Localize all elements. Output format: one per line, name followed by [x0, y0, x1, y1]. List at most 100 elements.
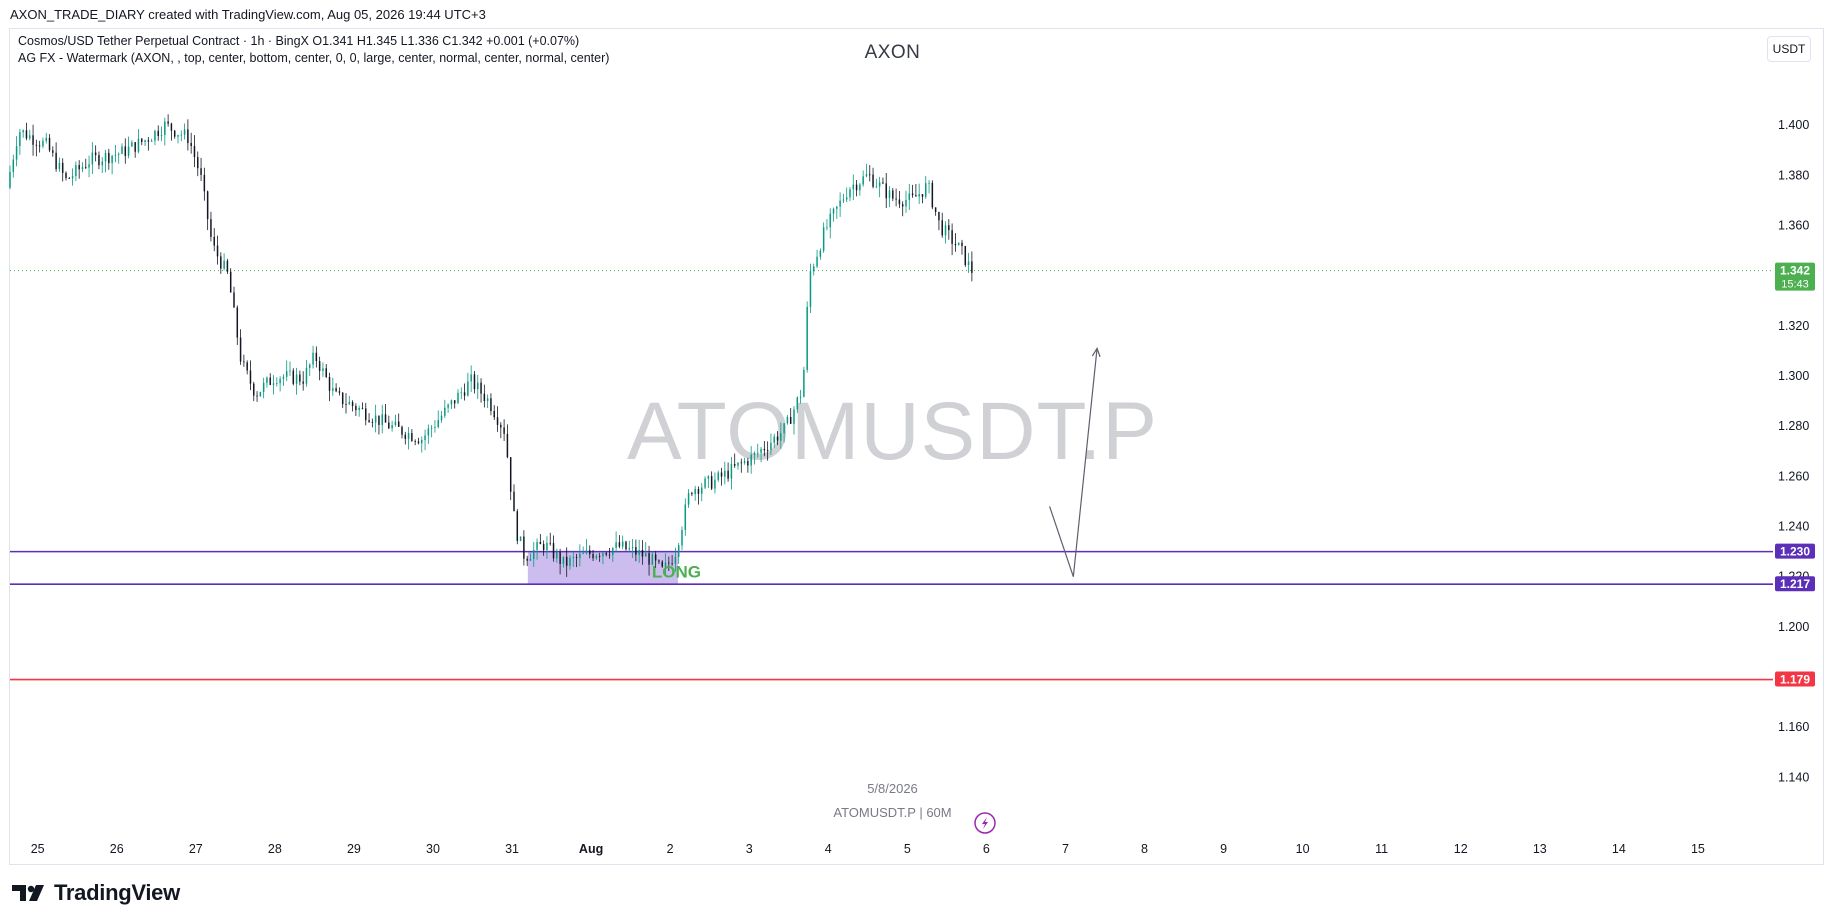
candle-body — [52, 150, 54, 153]
candle-body — [457, 392, 459, 404]
candle-body — [704, 478, 706, 488]
candle-body — [65, 172, 67, 179]
candle-body — [173, 130, 176, 137]
candle-body — [780, 433, 782, 441]
candle-body — [124, 146, 127, 156]
candle-body — [671, 563, 673, 565]
candle-body — [318, 361, 321, 371]
candle-body — [295, 374, 298, 384]
candle-body — [776, 436, 779, 441]
candles — [9, 114, 973, 577]
candle-body — [523, 536, 525, 559]
candle-body — [437, 420, 439, 428]
candle-body — [137, 138, 140, 152]
candle-body — [862, 176, 864, 185]
candle-body — [878, 182, 881, 187]
candle-body — [565, 556, 568, 566]
candle-body — [236, 307, 239, 338]
author-watermark: AXON — [864, 42, 921, 63]
candle-body — [411, 433, 413, 441]
candle-body — [266, 377, 268, 383]
candle-body — [707, 476, 710, 479]
candle-body — [345, 404, 347, 405]
candle-body — [625, 541, 627, 550]
candle-body — [259, 392, 262, 397]
symbol-watermark: ATOMUSDT.P — [627, 386, 1158, 477]
candle-body — [697, 488, 700, 494]
candle-body — [253, 383, 255, 396]
candle-body — [674, 556, 677, 565]
candle-body — [421, 440, 423, 444]
candle-body — [150, 140, 153, 142]
candle-body — [282, 376, 285, 379]
candle-body — [961, 242, 963, 247]
candle-body — [332, 388, 334, 391]
candle-body — [882, 182, 884, 184]
candle-body — [809, 271, 812, 307]
candle-body — [892, 190, 894, 199]
candle-body — [187, 129, 189, 144]
candle-body — [407, 433, 410, 439]
candle-body — [101, 161, 103, 166]
candle-body — [654, 554, 657, 561]
candle-body — [855, 184, 858, 191]
candle-body — [763, 448, 766, 451]
candle-body — [397, 421, 400, 427]
candle-body — [104, 152, 107, 162]
candle-body — [944, 225, 947, 236]
candle-body — [35, 144, 38, 146]
candle-body — [325, 368, 327, 378]
candle-body — [727, 470, 729, 479]
candle-body — [94, 152, 97, 156]
candle-body — [220, 256, 222, 269]
candle-body — [177, 135, 179, 137]
candle-body — [898, 199, 901, 205]
candle-body — [954, 243, 957, 246]
candle-body — [582, 553, 584, 555]
candle-body — [335, 388, 337, 392]
candle-body — [789, 416, 792, 424]
candle-body — [111, 155, 113, 164]
last-price-tag: 1.342 — [1780, 264, 1810, 278]
y-tick-label: 1.140 — [1778, 770, 1809, 784]
candle-body — [355, 406, 357, 411]
candle-body — [348, 402, 351, 405]
candle-body — [934, 207, 937, 212]
candle-body — [615, 542, 617, 549]
candle-body — [895, 198, 897, 200]
candle-body — [246, 362, 248, 371]
candle-body — [605, 552, 607, 555]
candle-body — [160, 135, 163, 137]
level-tag-1.179-bg — [1775, 671, 1815, 687]
indicator-legend[interactable]: AG FX - Watermark (AXON, , top, center, … — [18, 51, 610, 65]
currency-unit-button[interactable]: USDT — [1767, 36, 1811, 62]
candle-body — [842, 199, 845, 201]
candle-body — [358, 407, 360, 411]
candle-body — [430, 427, 433, 429]
candle-body — [503, 427, 505, 434]
candle-body — [928, 182, 930, 184]
lightning-bolt — [982, 817, 988, 829]
candle-body — [279, 378, 281, 384]
candle-body — [750, 454, 752, 466]
symbol-legend[interactable]: Cosmos/USD Tether Perpetual Contract · 1… — [18, 34, 580, 48]
candle-body — [401, 426, 403, 435]
candle-body — [440, 415, 443, 421]
x-tick-label: 31 — [505, 842, 519, 856]
candle-body — [760, 448, 762, 453]
candle-body — [621, 541, 624, 547]
candle-body — [9, 171, 11, 188]
candle-body — [38, 145, 41, 147]
candle-body — [233, 292, 235, 308]
last-price-tag-bg — [1775, 262, 1815, 291]
candle-body — [302, 381, 304, 384]
candle-body — [694, 488, 696, 495]
tradingview-logo[interactable]: TradingView — [12, 880, 180, 906]
candle-body — [733, 464, 736, 466]
candle-body — [849, 189, 851, 198]
candle-body — [154, 130, 156, 141]
candle-body — [114, 154, 117, 156]
candle-body — [645, 553, 647, 557]
candle-body — [486, 398, 489, 401]
